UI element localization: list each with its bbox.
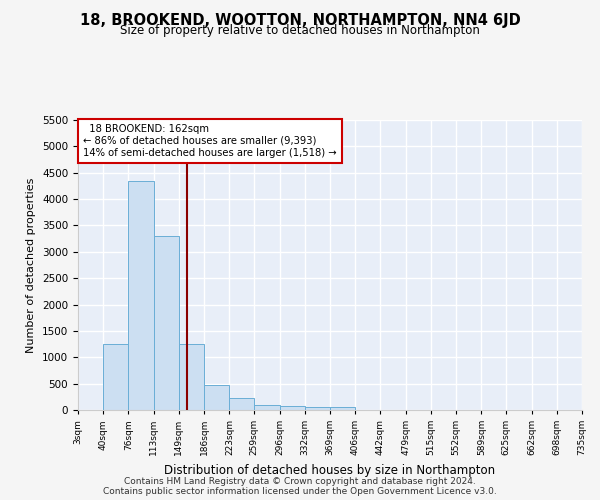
Text: 18, BROOKEND, WOOTTON, NORTHAMPTON, NN4 6JD: 18, BROOKEND, WOOTTON, NORTHAMPTON, NN4 … [80, 12, 520, 28]
Bar [179, 344, 204, 410]
Text: Contains public sector information licensed under the Open Government Licence v3: Contains public sector information licen… [103, 488, 497, 496]
Bar [229, 398, 254, 410]
Bar [280, 406, 305, 410]
Bar [103, 344, 128, 410]
Bar [154, 236, 179, 410]
Text: 18 BROOKEND: 162sqm
← 86% of detached houses are smaller (9,393)
14% of semi-det: 18 BROOKEND: 162sqm ← 86% of detached ho… [83, 124, 337, 158]
Bar [204, 384, 229, 410]
Text: Size of property relative to detached houses in Northampton: Size of property relative to detached ho… [120, 24, 480, 37]
Bar [254, 406, 280, 410]
Text: Contains HM Land Registry data © Crown copyright and database right 2024.: Contains HM Land Registry data © Crown c… [124, 478, 476, 486]
Bar [305, 407, 330, 410]
Y-axis label: Number of detached properties: Number of detached properties [26, 178, 37, 352]
Bar [330, 407, 355, 410]
Bar [128, 180, 154, 410]
X-axis label: Distribution of detached houses by size in Northampton: Distribution of detached houses by size … [164, 464, 496, 476]
